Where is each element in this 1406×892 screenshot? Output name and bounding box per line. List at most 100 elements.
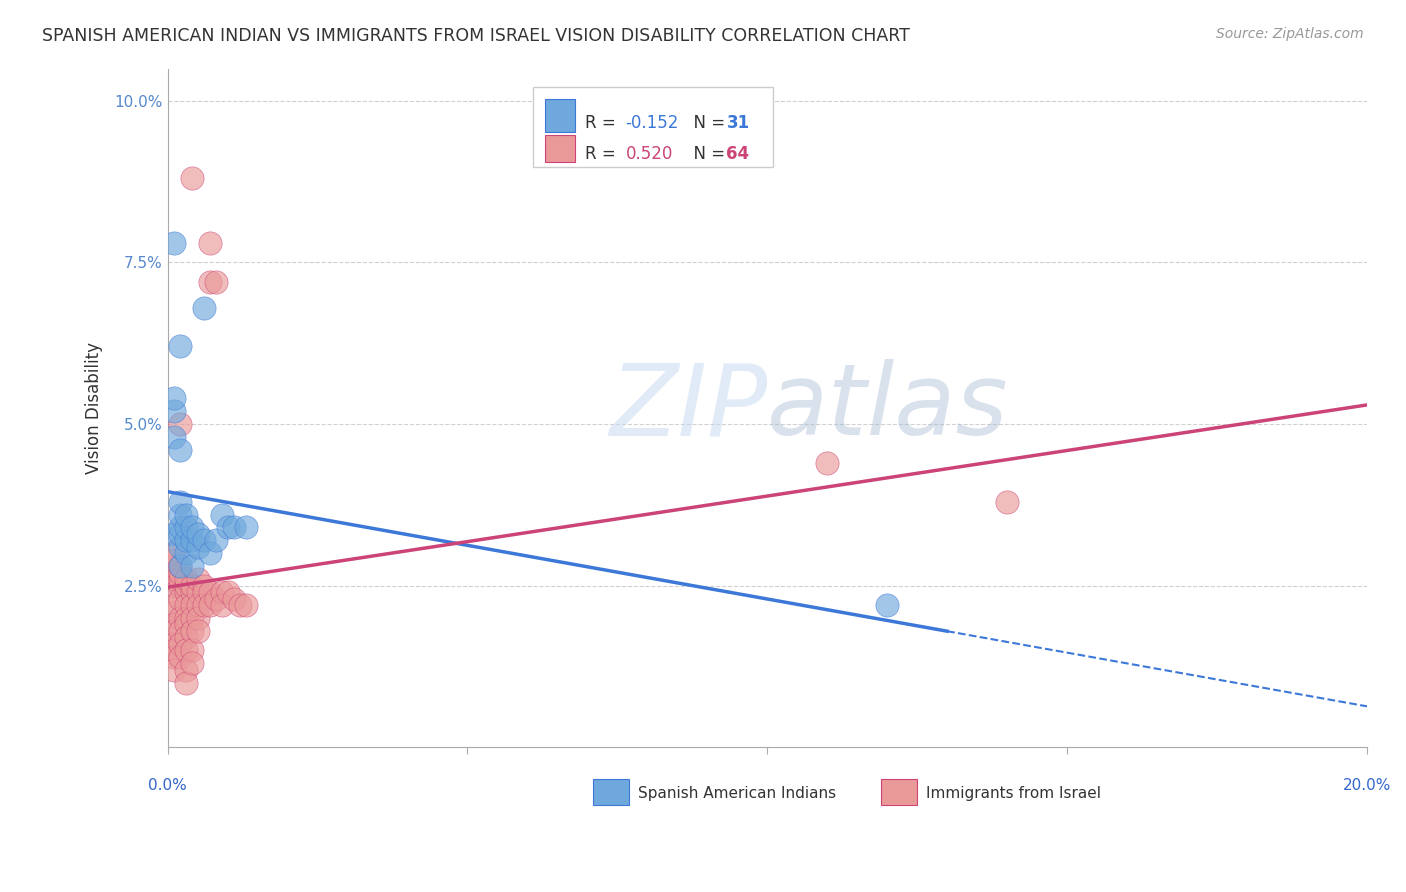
Point: [174, 643, 197, 657]
Point: [169, 494, 191, 508]
Point: [187, 572, 209, 586]
Point: [163, 553, 186, 567]
Point: [169, 572, 191, 586]
Text: Immigrants from Israel: Immigrants from Israel: [925, 786, 1101, 801]
Point: [995, 494, 1018, 508]
Point: [187, 527, 209, 541]
Point: [174, 631, 197, 645]
Point: [163, 649, 186, 664]
Point: [174, 611, 197, 625]
Text: N =: N =: [683, 145, 731, 162]
Point: [180, 585, 202, 599]
Point: [198, 275, 221, 289]
Point: [174, 585, 197, 599]
Point: [163, 235, 186, 250]
Point: [163, 527, 186, 541]
Point: [163, 430, 186, 444]
Point: [174, 520, 197, 534]
Text: 0.520: 0.520: [626, 145, 673, 162]
Point: [187, 624, 209, 638]
Point: [180, 611, 202, 625]
Text: -0.152: -0.152: [626, 114, 679, 132]
Point: [180, 579, 202, 593]
Point: [217, 520, 239, 534]
Point: [180, 624, 202, 638]
Point: [174, 617, 197, 632]
Text: N =: N =: [683, 114, 731, 132]
Point: [180, 520, 202, 534]
Point: [174, 508, 197, 522]
Point: [163, 566, 186, 580]
Point: [180, 643, 202, 657]
Point: [163, 624, 186, 638]
Bar: [546, 135, 575, 162]
Point: [169, 624, 191, 638]
Bar: [593, 779, 630, 805]
Point: [169, 579, 191, 593]
Point: [204, 533, 226, 548]
Point: [187, 611, 209, 625]
Point: [174, 663, 197, 677]
Point: [235, 520, 257, 534]
Point: [163, 404, 186, 418]
Text: R =: R =: [585, 145, 621, 162]
Point: [198, 546, 221, 560]
Point: [198, 585, 221, 599]
Text: ZIP: ZIP: [609, 359, 768, 457]
Point: [211, 598, 233, 612]
Text: Spanish American Indians: Spanish American Indians: [638, 786, 835, 801]
Point: [163, 637, 186, 651]
Point: [174, 533, 197, 548]
Point: [211, 508, 233, 522]
Point: [174, 579, 197, 593]
Point: [163, 598, 186, 612]
Point: [163, 546, 186, 560]
Point: [193, 585, 215, 599]
Point: [222, 591, 245, 606]
Point: [169, 649, 191, 664]
Point: [187, 540, 209, 554]
Text: Source: ZipAtlas.com: Source: ZipAtlas.com: [1216, 27, 1364, 41]
Point: [169, 442, 191, 457]
Bar: [882, 779, 917, 805]
Point: [174, 572, 197, 586]
Point: [187, 598, 209, 612]
Text: atlas: atlas: [768, 359, 1010, 457]
Point: [169, 637, 191, 651]
Point: [169, 591, 191, 606]
FancyBboxPatch shape: [533, 87, 773, 167]
Point: [211, 585, 233, 599]
Point: [169, 339, 191, 353]
Point: [169, 527, 191, 541]
Point: [174, 598, 197, 612]
Point: [163, 391, 186, 405]
Point: [222, 520, 245, 534]
Point: [169, 540, 191, 554]
Point: [228, 598, 250, 612]
Point: [169, 566, 191, 580]
Point: [204, 275, 226, 289]
Point: [163, 572, 186, 586]
Point: [193, 579, 215, 593]
Text: 64: 64: [727, 145, 749, 162]
Point: [163, 643, 186, 657]
Point: [163, 559, 186, 574]
Point: [193, 301, 215, 315]
Text: SPANISH AMERICAN INDIAN VS IMMIGRANTS FROM ISRAEL VISION DISABILITY CORRELATION : SPANISH AMERICAN INDIAN VS IMMIGRANTS FR…: [42, 27, 910, 45]
Point: [187, 585, 209, 599]
Point: [193, 598, 215, 612]
Point: [169, 559, 191, 574]
Point: [198, 598, 221, 612]
Bar: [546, 99, 575, 132]
Point: [180, 598, 202, 612]
Text: R =: R =: [585, 114, 621, 132]
Point: [180, 533, 202, 548]
Point: [169, 417, 191, 431]
Point: [180, 559, 202, 574]
Point: [174, 675, 197, 690]
Point: [163, 663, 186, 677]
Point: [163, 579, 186, 593]
Point: [169, 611, 191, 625]
Text: 20.0%: 20.0%: [1343, 778, 1391, 793]
Point: [169, 508, 191, 522]
